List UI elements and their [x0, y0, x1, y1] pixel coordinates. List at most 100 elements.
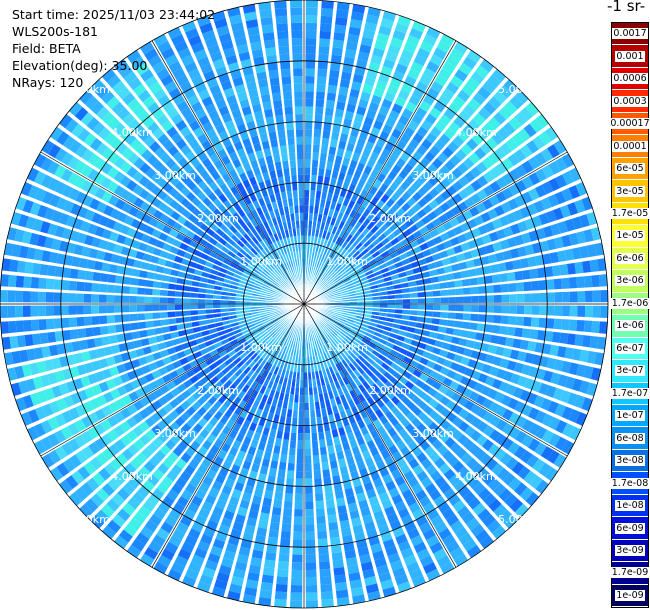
ray-cell [154, 449, 166, 462]
ray-cell [38, 277, 47, 289]
ray-cell [281, 523, 292, 532]
ray-cell [292, 554, 303, 563]
ray-cell [261, 504, 271, 514]
ray-cell [177, 47, 192, 60]
ray-cell [446, 229, 457, 239]
ray-cell [186, 354, 196, 362]
ray-cell [502, 347, 512, 358]
ray-cell [292, 409, 298, 418]
ray-separator [138, 303, 305, 560]
ray-cell [250, 41, 263, 51]
ray-cell [464, 412, 476, 424]
ray-cell [236, 360, 245, 369]
ray-cell [508, 315, 517, 325]
ray-cell [399, 277, 408, 283]
ray-cell [472, 482, 486, 495]
ray-cell [429, 246, 439, 255]
ray-cell [83, 282, 93, 292]
ray-cell [223, 550, 236, 561]
ray-separator [303, 14, 399, 305]
ray-cell [546, 238, 557, 251]
ray-cell [338, 220, 345, 230]
ray-cell [277, 265, 284, 274]
ray-cell [273, 322, 281, 328]
ray-separator [303, 303, 520, 520]
ray-cell [175, 458, 187, 470]
ray-cell [328, 521, 339, 531]
ray-cell [372, 453, 383, 464]
ray-cell [350, 247, 358, 256]
ray-cell [251, 293, 260, 297]
ray-cell [254, 320, 263, 326]
ray-cell [174, 181, 186, 192]
ray-cell [40, 174, 53, 189]
ray-cell [548, 416, 561, 431]
ray-cell [400, 133, 411, 145]
ray-cell [375, 112, 387, 123]
ray-cell [366, 439, 376, 450]
ray-cell [551, 331, 561, 343]
ray-cell [553, 318, 562, 330]
ray-cell [206, 371, 215, 380]
ray-cell [538, 131, 552, 146]
ray-cell [323, 288, 331, 294]
ray-cell [290, 348, 295, 356]
ray-cell [390, 560, 404, 571]
ray-cell [172, 262, 181, 270]
ray-cell [227, 7, 241, 18]
ray-cell [425, 483, 437, 495]
ray-cell [378, 263, 388, 270]
ray-cell [184, 132, 196, 144]
ray-cell [252, 103, 262, 113]
ray-cell [317, 270, 323, 278]
ray-cell [296, 136, 304, 145]
ray-cell [285, 214, 291, 223]
ray-cell [434, 194, 445, 205]
ray-cell [381, 98, 393, 110]
ray-cell [212, 91, 224, 103]
ray-cell [27, 409, 40, 423]
ray-cell [218, 193, 228, 204]
ray-cell [168, 535, 182, 548]
ray-cell [305, 584, 318, 593]
ray-cell [346, 285, 355, 290]
ray-cell [133, 511, 147, 525]
ray-cell [211, 264, 221, 271]
ray-cell [187, 168, 198, 180]
ray-cell [348, 293, 357, 297]
ray-cell [493, 111, 507, 125]
ray-cell [294, 493, 303, 502]
ray-cell [153, 33, 168, 47]
ray-cell [446, 369, 457, 379]
ray-cell [310, 341, 314, 349]
ray-cell [76, 364, 87, 376]
colorbar-tick-label: 0.0003 [612, 95, 648, 107]
ray-cell [133, 124, 146, 137]
ray-cell [348, 135, 357, 145]
ray-cell [463, 197, 475, 208]
ray-separator [287, 303, 305, 608]
ray-cell [286, 129, 295, 138]
ray-cell [373, 270, 382, 277]
ray-cell [234, 514, 246, 524]
ray-cell [196, 228, 206, 238]
ray-cell [276, 430, 284, 439]
ray-cell [209, 416, 219, 427]
ray-cell [406, 412, 417, 422]
ray-cell [334, 380, 341, 389]
ray-cell [266, 298, 274, 301]
ray-cell [236, 313, 245, 318]
ray-cell [293, 325, 297, 333]
ray-separator [88, 303, 305, 520]
ray-cell [403, 554, 417, 566]
ray-cell [336, 101, 346, 111]
ray-cell [385, 545, 398, 557]
ray-cell [391, 433, 402, 444]
ray-cell [155, 239, 165, 249]
ray-cell [458, 532, 473, 546]
ray-cell [398, 540, 411, 552]
ray-cell [269, 316, 277, 322]
ray-cell [343, 324, 352, 331]
ray-cell [514, 234, 524, 246]
ray-cell [320, 454, 328, 463]
